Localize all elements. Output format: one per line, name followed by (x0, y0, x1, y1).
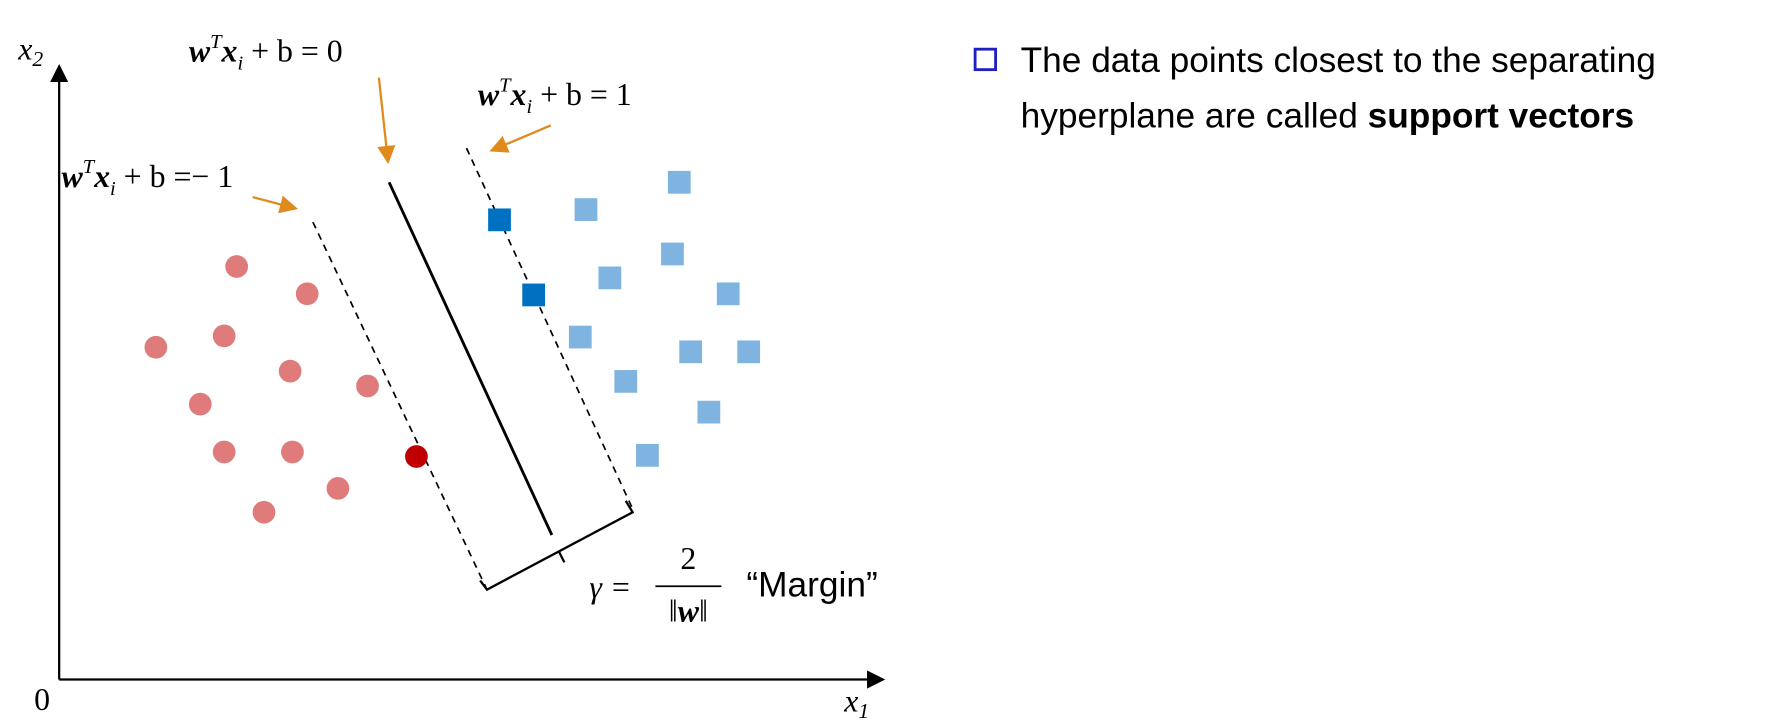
positive-margin-line (465, 147, 634, 510)
margin-label: “Margin” (746, 565, 877, 604)
text-part: T (83, 156, 96, 178)
text-part: + b =− 1 (116, 159, 234, 194)
text-part: ‖ (699, 593, 708, 628)
arrow (377, 77, 396, 165)
text-part: i (110, 178, 116, 200)
text-part: x (221, 34, 238, 69)
text-part: w (678, 593, 700, 628)
text-part: hyperplane are called (1021, 97, 1368, 136)
hyperplane (387, 181, 554, 536)
text-part: support vectors (1368, 97, 1635, 136)
arrow (489, 124, 552, 153)
text-part: T (210, 31, 223, 53)
text-part: ‖ (669, 593, 678, 628)
hyperplane-equation: wTxi + b = 0 (189, 31, 343, 75)
text-part: w (189, 34, 211, 69)
margin-denominator: ‖w‖ (669, 593, 708, 628)
bullet-text: The data points closest to the separatin… (1021, 41, 1656, 80)
text-part: T (499, 74, 512, 96)
text-part: x (93, 159, 110, 194)
text-part: 2 (32, 47, 43, 71)
positive-points (568, 170, 761, 467)
text-part: i (237, 53, 243, 75)
text-part: i (526, 96, 532, 118)
text-part: x (843, 683, 858, 718)
margin-bracket (479, 500, 635, 592)
arrow (252, 195, 299, 214)
support-vector (522, 283, 546, 307)
negative-margin-line (312, 221, 488, 590)
origin-label: 0 (34, 682, 50, 717)
support-vector (488, 208, 511, 232)
x-axis-label: x1 (843, 683, 869, 723)
text-part: x (510, 77, 527, 112)
bullet-text: hyperplane are called support vectors (1021, 97, 1635, 136)
text-part: x (17, 31, 32, 66)
text-part: + b = 1 (532, 77, 632, 112)
margin-numerator: 2 (680, 541, 696, 576)
margin-lhs: γ = (589, 570, 631, 605)
text-part: w (61, 159, 83, 194)
bullet-icon (973, 47, 998, 72)
text-part: + b = 0 (243, 34, 343, 69)
text-part: 1 (858, 699, 869, 723)
support-vector (405, 445, 428, 468)
positive-margin-equation: wTxi + b = 1 (478, 74, 632, 118)
text-part: w (478, 77, 500, 112)
negative-points (144, 255, 379, 524)
y-axis-label: x2 (17, 31, 43, 71)
negative-margin-equation: wTxi + b =− 1 (61, 156, 233, 200)
